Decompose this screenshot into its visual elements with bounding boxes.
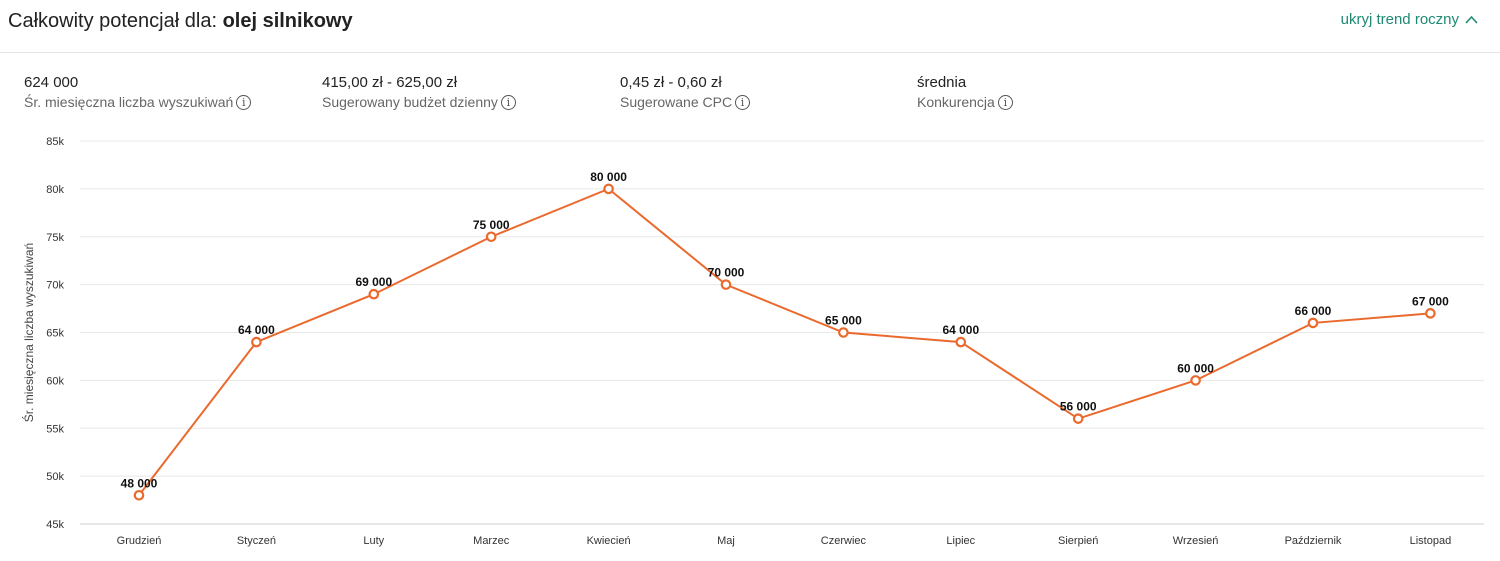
data-point	[955, 336, 967, 348]
x-tick-label: Sierpień	[1058, 535, 1098, 547]
data-point	[251, 336, 262, 348]
stat-value: 415,00 zł - 625,00 zł	[322, 74, 458, 91]
info-icon[interactable]: i	[997, 94, 1013, 110]
y-tick-label: 45k	[46, 519, 64, 531]
data-label: 75 000	[473, 218, 510, 232]
stat-label: Sugerowane CPC	[620, 94, 733, 110]
stat-label: Sugerowany budżet dzienny	[322, 94, 498, 110]
x-tick-label: Styczeń	[237, 535, 276, 547]
data-point	[133, 489, 145, 501]
x-tick-label: Wrzesień	[1173, 535, 1219, 547]
stat-label: Śr. miesięczna liczba wyszukiwań	[24, 94, 234, 110]
stat-label: Konkurencja	[917, 94, 995, 110]
y-tick-label: 75k	[46, 232, 64, 244]
data-label: 60 000	[1177, 361, 1214, 375]
stat-daily-budget: 415,00 zł - 625,00 zł Sugerowany budżet …	[322, 74, 516, 110]
data-point	[720, 279, 732, 290]
x-tick-label: Grudzień	[117, 535, 162, 547]
x-tick-label: Październik	[1285, 535, 1342, 547]
x-tick-label: Marzec	[473, 535, 510, 547]
data-point	[1425, 308, 1436, 319]
data-label: 64 000	[942, 323, 979, 337]
data-point	[368, 288, 380, 300]
stat-value: 0,45 zł - 0,60 zł	[620, 74, 722, 91]
info-icon[interactable]: i	[236, 94, 252, 110]
data-label: 48 000	[121, 476, 158, 490]
info-icon[interactable]: i	[735, 94, 751, 110]
data-label: 69 000	[355, 275, 392, 289]
chevron-up-icon	[1465, 15, 1478, 24]
data-label: 70 000	[708, 266, 745, 280]
data-label: 80 000	[590, 170, 627, 184]
data-point	[1307, 317, 1319, 329]
y-tick-label: 65k	[46, 328, 64, 340]
y-tick-label: 50k	[46, 471, 64, 483]
y-tick-label: 70k	[46, 280, 64, 292]
y-tick-label: 60k	[46, 375, 64, 387]
x-tick-label: Kwiecień	[587, 535, 631, 547]
page-title: Całkowity potencjał dla: olej silnikowy	[8, 10, 353, 33]
data-point	[1190, 375, 1201, 386]
data-label: 64 000	[238, 323, 275, 337]
x-tick-label: Czerwiec	[821, 535, 867, 547]
x-tick-label: Listopad	[1410, 535, 1452, 547]
y-axis-label: Śr. miesięczna liczba wyszukiwań	[21, 243, 36, 422]
data-label: 67 000	[1412, 294, 1449, 308]
stats-row: 624 000 Śr. miesięczna liczba wyszukiwań…	[0, 74, 1500, 118]
info-icon[interactable]: i	[500, 94, 516, 110]
data-point	[485, 231, 497, 243]
data-point	[838, 327, 849, 338]
stat-value: średnia	[917, 74, 967, 91]
toggle-label: ukryj trend roczny	[1340, 11, 1459, 28]
data-point	[603, 183, 614, 195]
data-point	[1072, 413, 1084, 424]
x-tick-label: Lipiec	[946, 535, 975, 547]
title-prefix: Całkowity potencjał dla:	[8, 10, 223, 32]
y-tick-label: 85k	[46, 136, 64, 148]
x-tick-label: Luty	[363, 535, 384, 547]
y-tick-label: 80k	[46, 184, 64, 196]
data-label: 66 000	[1295, 304, 1332, 318]
header: Całkowity potencjał dla: olej silnikowy …	[0, 0, 1500, 53]
hide-yearly-trend-button[interactable]: ukryj trend roczny	[1341, 11, 1478, 28]
title-keyword: olej silnikowy	[222, 10, 353, 32]
series-line	[138, 187, 1431, 496]
stat-value: 624 000	[24, 74, 79, 91]
data-label: 65 000	[825, 314, 862, 328]
trend-chart: 45k 50k 55k 60k 65k 70k 75k 80k 85k Śr. miesięczn…	[21, 136, 1484, 547]
data-label: 56 000	[1060, 400, 1097, 414]
y-tick-label: 55k	[46, 423, 64, 435]
x-tick-label: Maj	[717, 535, 735, 547]
stat-competition: średnia Konkurencja i	[917, 74, 1013, 110]
stat-monthly-searches: 624 000 Śr. miesięczna liczba wyszukiwań…	[24, 74, 252, 110]
stat-cpc: 0,45 zł - 0,60 zł Sugerowane CPC i	[620, 74, 751, 110]
